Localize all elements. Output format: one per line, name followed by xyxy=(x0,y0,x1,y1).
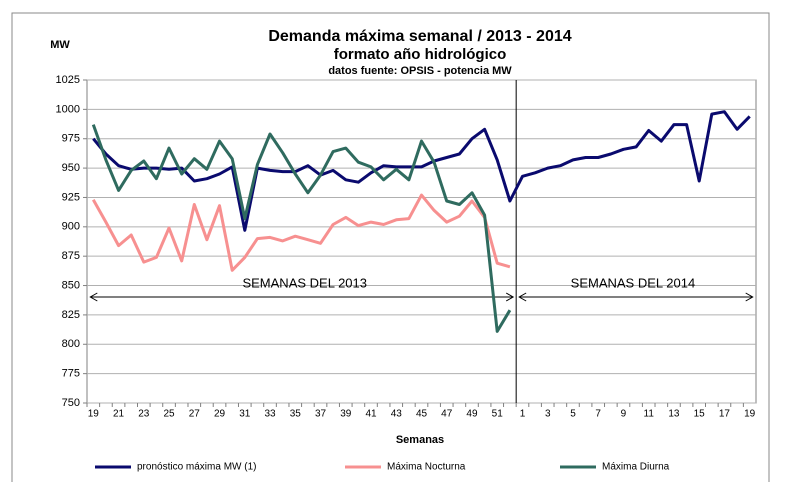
x-tick-label: 17 xyxy=(719,409,731,420)
x-tick-label: 9 xyxy=(621,409,627,420)
x-tick-label: 19 xyxy=(744,409,756,420)
x-tick-label: 13 xyxy=(668,409,680,420)
x-tick-label: 29 xyxy=(214,409,226,420)
x-tick-label: 7 xyxy=(595,409,601,420)
x-tick-label: 11 xyxy=(644,409,655,420)
y-tick-label: 850 xyxy=(62,279,80,291)
chart-subtitle: formato año hidrológico xyxy=(334,46,507,63)
x-tick-label: 37 xyxy=(315,409,327,420)
x-tick-label: 39 xyxy=(340,409,352,420)
y-tick-label: 925 xyxy=(62,191,80,203)
y-axis-label: MW xyxy=(50,39,70,51)
x-tick-label: 25 xyxy=(163,409,175,420)
x-tick-label: 49 xyxy=(466,409,478,420)
x-tick-label: 35 xyxy=(290,409,302,420)
annotation: SEMANAS DEL 2013 xyxy=(242,275,367,290)
arrow-head xyxy=(89,292,98,302)
chart-title: Demanda máxima semanal / 2013 - 2014 xyxy=(268,28,571,45)
arrow-head xyxy=(518,292,527,302)
x-tick-label: 41 xyxy=(365,409,377,420)
y-tick-label: 975 xyxy=(62,133,80,145)
x-tick-label: 3 xyxy=(545,409,551,420)
legend-label: Máxima Nocturna xyxy=(387,462,466,473)
y-tick-label: 950 xyxy=(62,162,80,174)
series-line xyxy=(91,124,512,333)
y-tick-label: 775 xyxy=(62,368,80,380)
y-tick-label: 900 xyxy=(62,221,80,233)
y-tick-label: 800 xyxy=(62,338,80,350)
chart-source: datos fuente: OPSIS - potencia MW xyxy=(328,65,512,77)
annotation: SEMANAS DEL 2014 xyxy=(571,275,696,290)
x-tick-label: 5 xyxy=(570,409,576,420)
x-tick-label: 33 xyxy=(264,409,276,420)
y-tick-label: 875 xyxy=(62,250,80,262)
y-tick-label: 1025 xyxy=(56,74,80,86)
y-tick-label: 750 xyxy=(62,397,80,409)
x-axis-label: Semanas xyxy=(396,434,444,446)
x-tick-label: 51 xyxy=(492,409,504,420)
legend-label: Máxima Diurna xyxy=(602,462,670,473)
x-tick-label: 23 xyxy=(138,409,150,420)
x-tick-label: 31 xyxy=(239,409,251,420)
y-tick-label: 1000 xyxy=(56,103,80,115)
x-tick-label: 47 xyxy=(441,409,453,420)
x-tick-label: 15 xyxy=(694,409,706,420)
x-tick-label: 27 xyxy=(189,409,201,420)
y-tick-label: 825 xyxy=(62,309,80,321)
x-tick-label: 1 xyxy=(520,409,526,420)
arrow-head xyxy=(505,292,515,302)
x-tick-label: 21 xyxy=(113,409,125,420)
series-line xyxy=(92,110,751,232)
legend-label: pronóstico máxima MW (1) xyxy=(137,462,256,473)
arrow-head xyxy=(745,292,754,302)
x-tick-label: 43 xyxy=(391,409,403,420)
series-line xyxy=(91,193,511,272)
x-tick-label: 45 xyxy=(416,409,428,420)
x-tick-label: 19 xyxy=(88,409,100,420)
